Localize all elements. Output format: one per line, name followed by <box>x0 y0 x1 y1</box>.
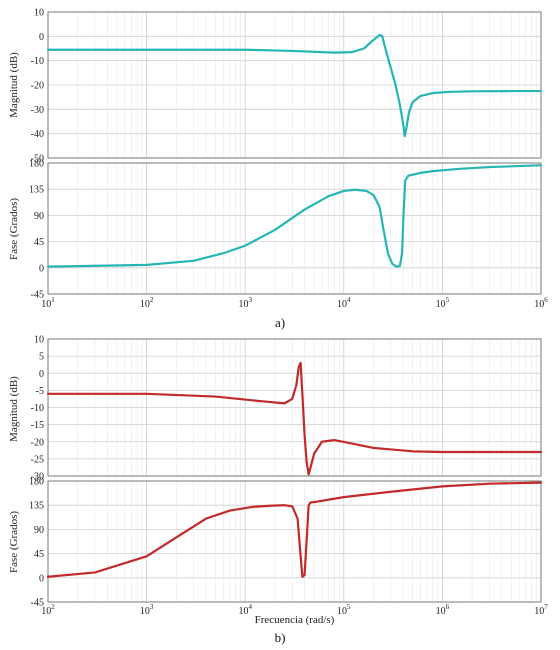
curve-layer <box>46 34 543 578</box>
panel-b-magnitude-ytick-label: 10 <box>34 335 44 346</box>
panel-b-phase-ylabel: Fase (Grados) <box>8 511 20 573</box>
panel-b-magnitude-ytick-label: -5 <box>36 386 44 397</box>
panel-a-phase-ytick-label: 135 <box>29 185 44 196</box>
panel-a-magnitude-ytick-label: 0 <box>39 32 44 43</box>
panel-b-phase-ytick-label: 45 <box>34 549 44 560</box>
panel-a-xtick-label: 106 <box>534 296 548 310</box>
panel-b-magnitude-ytick-label: -25 <box>31 454 44 465</box>
panel-b-phase-ytick-label: 135 <box>29 501 44 512</box>
panel-a-phase-frame <box>47 162 542 295</box>
panel-b-magnitude-curve <box>46 361 543 476</box>
frame-layer <box>47 11 542 603</box>
panel-b-xtick-label: 104 <box>238 603 252 617</box>
panel-a-magnitude-ytick-label: -30 <box>31 105 44 116</box>
panel-a-caption: a) <box>275 315 285 330</box>
panel-a-magnitude-ytick-label: -40 <box>31 129 44 140</box>
panel-a-magnitude-ylabel: Magnitud (dB) <box>8 52 20 118</box>
panel-b-phase-ytick-label: 90 <box>34 525 44 536</box>
panel-a-phase-ylabel: Fase (Grados) <box>8 198 20 260</box>
panel-a-xtick-label: 105 <box>436 296 450 310</box>
panel-a-xtick-label: 101 <box>41 296 55 310</box>
panel-b-caption: b) <box>275 630 286 645</box>
panel-a-phase-curve <box>46 164 543 268</box>
panel-b-xtick-label: 106 <box>436 603 450 617</box>
panel-b-magnitude-ytick-label: 0 <box>39 369 44 380</box>
panel-b-magnitude-ytick-label: 5 <box>39 352 44 363</box>
panel-a-phase-ytick-label: 90 <box>34 211 44 222</box>
panel-a-phase-ytick-label: 0 <box>39 263 44 274</box>
panel-b-phase-frame <box>47 480 542 603</box>
panel-b-magnitude-ytick-label: -30 <box>31 472 44 483</box>
panel-b-xtick-label: 105 <box>337 603 351 617</box>
panel-a-magnitude-ytick-label: -10 <box>31 56 44 67</box>
panel-b-magnitude-ytick-label: -15 <box>31 420 44 431</box>
panel-a-magnitude-ytick-label: -20 <box>31 81 44 92</box>
panel-a-phase-ytick-label: 45 <box>34 237 44 248</box>
panel-a-phase-ytick-label: 180 <box>29 159 44 170</box>
panel-b-magnitude-ytick-label: -10 <box>31 403 44 414</box>
panel-b-phase-ytick-label: 180 <box>29 477 44 488</box>
panel-b-xlabel: Frecuencia (rad/s) <box>255 614 335 626</box>
panel-a-magnitude-ytick-label: -50 <box>31 154 44 165</box>
panel-b-xtick-label: 107 <box>534 603 548 617</box>
panel-a-phase-ytick-label: -45 <box>31 290 44 301</box>
panel-a-xtick-label: 103 <box>238 296 252 310</box>
panel-a-magnitude-curve <box>46 34 543 138</box>
panel-b-magnitude-frame <box>47 338 542 477</box>
panel-a-xtick-label: 104 <box>337 296 351 310</box>
panel-a-xtick-label: 102 <box>140 296 154 310</box>
panel-b-magnitude-ytick-label: -20 <box>31 437 44 448</box>
panel-b-phase-ytick-label: 0 <box>39 573 44 584</box>
panel-a-magnitude-ytick-label: 10 <box>34 8 44 19</box>
panel-b-xtick-label: 103 <box>140 603 154 617</box>
panel-b-magnitude-ylabel: Magnitud (dB) <box>8 376 20 442</box>
panel-b-phase-ytick-label: -45 <box>31 598 44 609</box>
panel-a-magnitude-frame <box>47 11 542 159</box>
panel-b-xtick-label: 102 <box>41 603 55 617</box>
panel-b-phase-curve <box>46 481 543 578</box>
